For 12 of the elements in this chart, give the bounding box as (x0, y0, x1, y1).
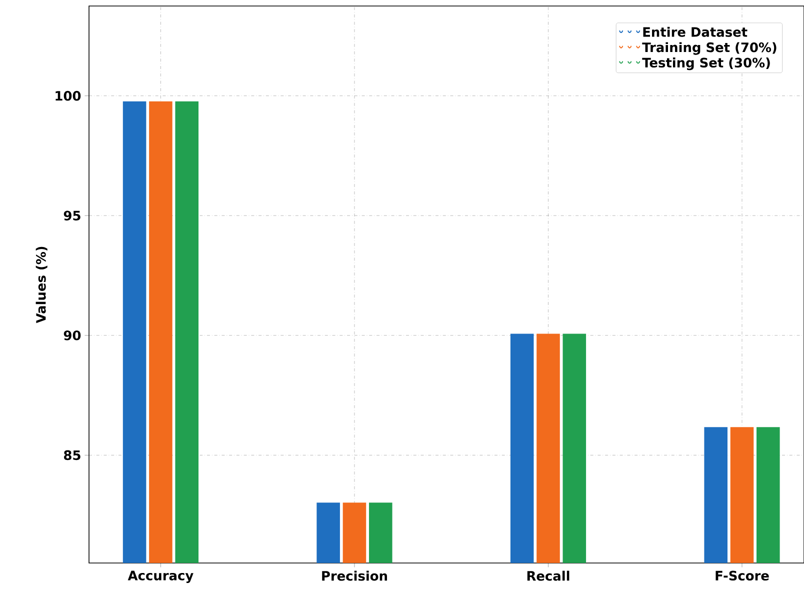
y-tick-label: 90 (64, 330, 81, 340)
y-tick-label: 100 (56, 90, 81, 101)
y-tick-label: 85 (64, 450, 80, 460)
x-tick-label: Accuracy (128, 570, 194, 583)
x-tick-label: F-Score (716, 570, 769, 581)
y-axis-title: Values (%) (36, 246, 48, 324)
legend-label: Testing Set (30%) (642, 58, 770, 70)
legend-label: Training Set (70%) (642, 42, 776, 55)
x-tick-label: Precision (322, 570, 387, 581)
legend-label: Entire Dataset (643, 26, 748, 37)
y-tick-label: 95 (64, 210, 80, 221)
x-tick-label: Recall (527, 570, 570, 581)
